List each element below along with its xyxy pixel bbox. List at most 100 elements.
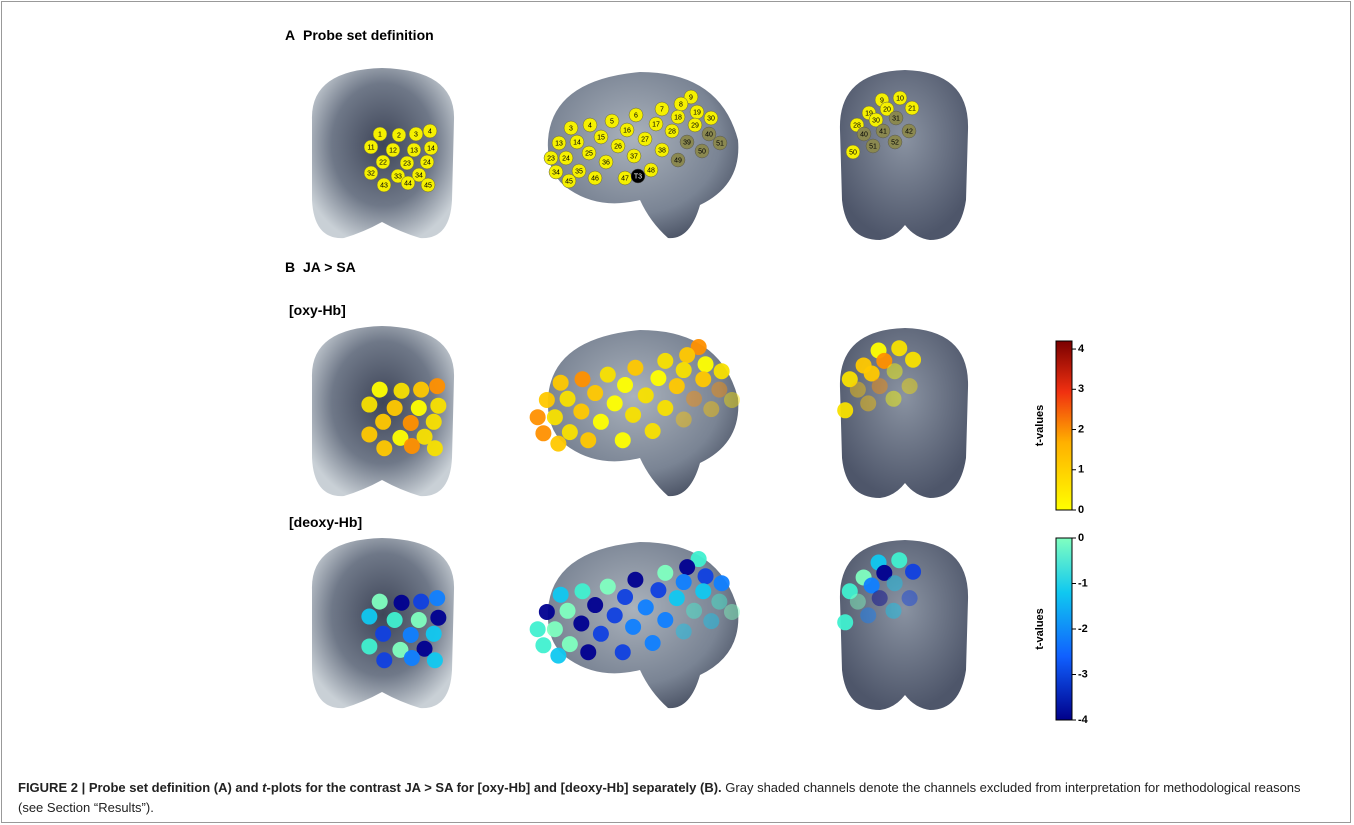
heat-dot — [902, 378, 918, 394]
heat-dot — [553, 375, 569, 391]
colorbar-tick-label: 2 — [1078, 423, 1084, 435]
channel-label: 45 — [424, 182, 432, 189]
channel-label: 30 — [707, 115, 715, 122]
channel-label: 17 — [652, 121, 660, 128]
heat-dot — [676, 624, 692, 640]
heat-dot — [650, 582, 666, 598]
heat-dot — [375, 414, 391, 430]
heat-dot — [361, 609, 377, 625]
channel-label: 52 — [891, 139, 899, 146]
channel-label: 2 — [397, 132, 401, 139]
heat-dot — [679, 347, 695, 363]
heat-dot — [657, 353, 673, 369]
channel-label: 6 — [634, 112, 638, 119]
caption-text: -plots for the contrast JA > SA for [oxy… — [267, 780, 722, 795]
heat-dot — [573, 615, 589, 631]
heat-dot — [625, 407, 641, 423]
channel-label: 13 — [555, 140, 563, 147]
heat-dot — [430, 398, 446, 414]
heat-dot — [850, 382, 866, 398]
heat-dot — [560, 603, 576, 619]
channel-label: 45 — [565, 178, 573, 185]
heat-dot — [645, 635, 661, 651]
colorbar-tick-label: 4 — [1078, 343, 1085, 355]
heat-dot — [600, 367, 616, 383]
heat-dot — [562, 636, 578, 652]
heat-dot — [535, 425, 551, 441]
colorbar-tick-label: -4 — [1078, 714, 1089, 726]
channel-label: 24 — [562, 155, 570, 162]
heat-dot — [891, 340, 907, 356]
heat-dot — [403, 415, 419, 431]
channel-label: 44 — [404, 180, 412, 187]
colorbar — [1056, 538, 1072, 720]
channel-label: 23 — [547, 155, 555, 162]
heat-dot — [837, 614, 853, 630]
channel-label: 19 — [693, 109, 701, 116]
heat-dot — [427, 652, 443, 668]
row-label: [deoxy-Hb] — [289, 514, 362, 530]
panel-title: Probe set definition — [303, 27, 434, 43]
channel-label: 1 — [378, 131, 382, 138]
heat-dot — [530, 621, 546, 637]
colorbar — [1056, 341, 1072, 510]
heat-dot — [361, 426, 377, 442]
channel-label: 18 — [674, 114, 682, 121]
channel-label: 25 — [585, 150, 593, 157]
channel-label: 15 — [597, 134, 605, 141]
colorbar-tick-label: 0 — [1078, 504, 1084, 516]
heat-dot — [905, 352, 921, 368]
heat-dot — [724, 392, 740, 408]
channel-label: 26 — [614, 143, 622, 150]
caption-bold: FIGURE 2 | Probe set definition (A) and … — [18, 780, 722, 795]
caption: FIGURE 2 | Probe set definition (A) and … — [18, 778, 1328, 818]
channel-label: 51 — [716, 140, 724, 147]
heat-dot — [679, 559, 695, 575]
channel-label: 28 — [668, 128, 676, 135]
caption-text: FIGURE 2 | Probe set definition (A) and — [18, 780, 262, 795]
heat-dot — [361, 638, 377, 654]
figure: A Probe set definition B JA > SA [oxy-Hb… — [0, 0, 1354, 770]
heat-dot — [562, 424, 578, 440]
heat-dot — [587, 385, 603, 401]
heat-dot — [872, 590, 888, 606]
heat-dot — [372, 594, 388, 610]
heat-dot — [676, 362, 692, 378]
heat-dot — [550, 648, 566, 664]
heat-dot — [711, 382, 727, 398]
channel-label: 49 — [674, 157, 682, 164]
channel-label: 11 — [367, 144, 374, 151]
heat-dot — [430, 610, 446, 626]
heat-dot — [587, 597, 603, 613]
heat-dot — [669, 590, 685, 606]
heat-dot — [530, 409, 546, 425]
heat-dot — [837, 402, 853, 418]
heat-dot — [627, 572, 643, 588]
channel-label: 8 — [679, 101, 683, 108]
channel-label: 48 — [647, 167, 655, 174]
heat-dot — [627, 360, 643, 376]
channel-label: 13 — [410, 147, 418, 154]
heat-dot — [607, 607, 623, 623]
heat-dot — [607, 395, 623, 411]
heat-dot — [698, 568, 714, 584]
channel-label: 12 — [389, 147, 397, 154]
channel-label: 21 — [908, 105, 916, 112]
heat-dot — [676, 574, 692, 590]
brain — [548, 72, 739, 238]
heat-dot — [617, 589, 633, 605]
channel-label: 7 — [660, 106, 664, 113]
heat-dot — [580, 432, 596, 448]
channel-label: 40 — [860, 131, 868, 138]
heat-dot — [617, 377, 633, 393]
heat-dot — [724, 604, 740, 620]
channel-label: 42 — [905, 128, 913, 135]
channel-label: 51 — [869, 143, 877, 150]
channel-label: 36 — [602, 159, 610, 166]
panel-title: JA > SA — [303, 259, 356, 275]
heat-dot — [703, 401, 719, 417]
heat-dot — [600, 579, 616, 595]
heat-dot — [426, 626, 442, 642]
channel-label: 43 — [380, 182, 388, 189]
heat-dot — [404, 650, 420, 666]
